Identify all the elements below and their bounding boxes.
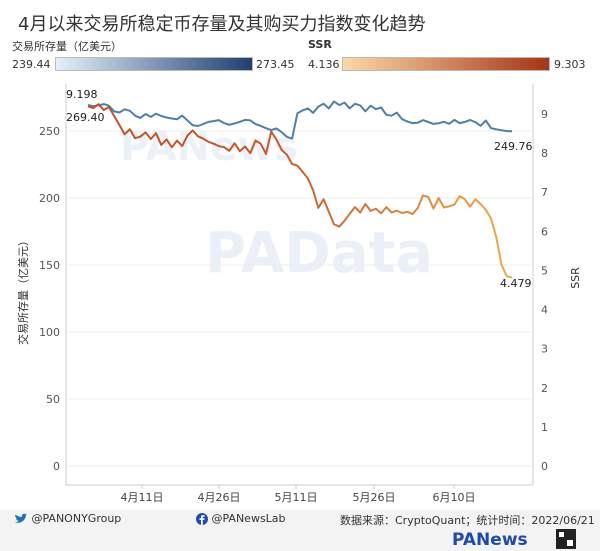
- x-tick-label-4: 6月10日: [433, 491, 476, 504]
- facebook-handle: @PANewsLab: [211, 512, 286, 525]
- y-left-tick-200: 200: [39, 192, 60, 205]
- y-right-tick-8: 8: [541, 147, 548, 160]
- legend-left-max: 273.45: [256, 58, 295, 71]
- y-left-tick-100: 100: [39, 326, 60, 339]
- chart-title: 4月以来交易所稳定币存量及其购买力指数变化趋势: [18, 14, 426, 35]
- legend-left-gradient: [55, 57, 253, 71]
- annotation-stock-start: 269.40: [66, 111, 105, 124]
- y-right-tick-0: 0: [541, 460, 548, 473]
- y-left-tick-0: 0: [53, 460, 60, 473]
- y-left-axis-title: 交易所存量（亿美元）: [16, 235, 30, 345]
- series-line-ssr: [87, 103, 513, 279]
- x-tick-label-0: 4月11日: [121, 491, 164, 504]
- brand-logo: PANews: [452, 530, 528, 550]
- y-right-tick-1: 1: [541, 421, 548, 434]
- y-right-tick-5: 5: [541, 264, 548, 277]
- legend-left-label: 交易所存量（亿美元）: [12, 40, 122, 53]
- twitter-handle: @PANONYGroup: [31, 512, 122, 525]
- footer-facebook[interactable]: @PANewsLab: [196, 512, 286, 525]
- x-tick-label-1: 4月26日: [198, 491, 241, 504]
- y-right-tick-3: 3: [541, 343, 548, 356]
- footer-twitter[interactable]: @PANONYGroup: [14, 512, 121, 525]
- y-right-tick-9: 9: [541, 108, 548, 121]
- y-left-tick-150: 150: [39, 259, 60, 272]
- annotation-ssr-start: 9.198: [66, 88, 98, 101]
- y-right-axis-title: SSR: [569, 267, 582, 289]
- series-line-exchange-stock: [87, 100, 513, 140]
- y-left-tick-250: 250: [39, 125, 60, 138]
- annotation-ssr-end: 4.479: [500, 277, 532, 290]
- y-right-tick-2: 2: [541, 382, 548, 395]
- footer: [0, 510, 600, 551]
- qr-code: [556, 529, 576, 549]
- watermark-middle: PAData: [205, 221, 433, 286]
- x-tick-label-3: 5月26日: [353, 491, 396, 504]
- annotation-stock-end: 249.76: [494, 140, 533, 153]
- y-right-tick-6: 6: [541, 225, 548, 238]
- twitter-icon: [15, 513, 28, 523]
- y-right-tick-4: 4: [541, 304, 548, 317]
- y-left-tick-50: 50: [46, 393, 60, 406]
- x-tick-label-2: 5月11日: [275, 491, 318, 504]
- chart-svg: PANewsPAData0501001502002500123456789交易所…: [16, 84, 582, 504]
- facebook-icon: [196, 513, 208, 525]
- legend-left-min: 239.44: [12, 58, 51, 71]
- data-source: 数据来源：CryptoQuant；统计时间：2022/06/21: [340, 514, 595, 527]
- legend-right-gradient: [342, 57, 550, 71]
- legend-right-min: 4.136: [308, 58, 340, 71]
- legend-right-label: SSR: [308, 38, 332, 51]
- legend-right-max: 9.303: [554, 58, 586, 71]
- y-right-tick-7: 7: [541, 186, 548, 199]
